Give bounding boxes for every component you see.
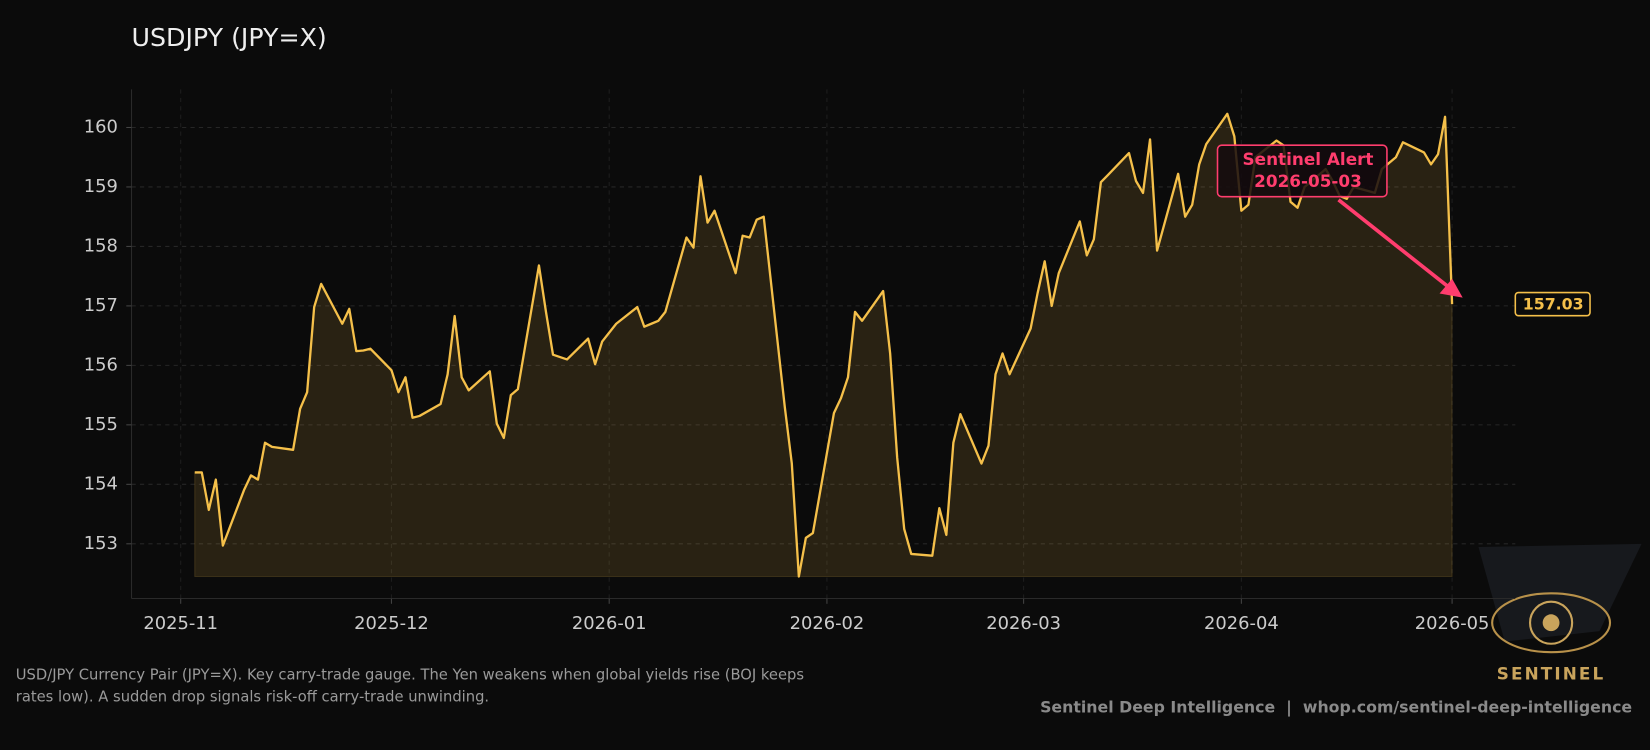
y-tick-label: 158 <box>84 235 118 256</box>
y-tick-label: 156 <box>84 354 118 375</box>
annotation-text: 2026-05-03 <box>1254 171 1362 191</box>
x-tick-label: 2026-03 <box>986 613 1061 634</box>
x-tick-label: 2026-04 <box>1204 613 1279 634</box>
y-tick-label: 160 <box>84 116 118 137</box>
annotation-text: Sentinel Alert <box>1243 149 1374 169</box>
annotation-box <box>1216 144 1388 198</box>
credit: Sentinel Deep Intelligence | whop.com/se… <box>1040 697 1632 717</box>
logo-iris <box>1528 600 1574 645</box>
x-tick-label: 2026-01 <box>572 613 647 634</box>
x-tick-label: 2026-05 <box>1415 613 1490 634</box>
last-value-box <box>1514 291 1591 317</box>
line <box>194 112 1454 578</box>
description: USD/JPY Currency Pair (JPY=X). Key carry… <box>16 666 804 683</box>
y-tick-label: 159 <box>84 176 118 197</box>
chart-title: USDJPY (JPY=X) <box>132 23 327 52</box>
annotation-arrowhead <box>1439 278 1463 298</box>
x-tick-label: 2025-12 <box>354 613 429 634</box>
logo-pupil <box>1542 614 1560 632</box>
x-tick-label: 2025-11 <box>143 613 218 634</box>
plot: 153 154 155 156 157 158 159 160 2025-11 2025-12 20… <box>84 89 1591 634</box>
logo-eye <box>1491 592 1612 654</box>
x-tick-label: 2026-02 <box>790 613 865 634</box>
y-tick-label: 155 <box>84 414 118 435</box>
logo-text: SENTINEL <box>1497 663 1606 683</box>
description: rates low). A sudden drop signals risk-o… <box>16 688 489 705</box>
logo: SENTINEL <box>1478 543 1642 683</box>
annotation-arrow <box>1337 198 1452 290</box>
y-tick-label: 157 <box>84 295 118 316</box>
last-value-label: 157.03 <box>1523 295 1584 314</box>
y-tick-label: 153 <box>84 533 118 554</box>
y-tick-label: 154 <box>84 473 118 494</box>
